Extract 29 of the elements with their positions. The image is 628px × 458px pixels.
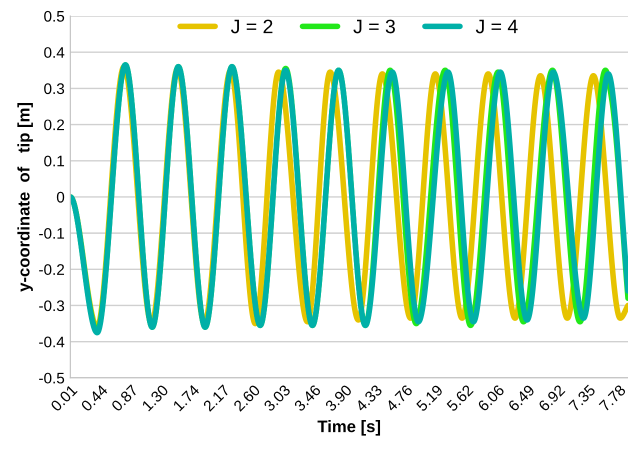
x-tick-label: 4.33 bbox=[354, 384, 383, 412]
x-tick-label: 3.03 bbox=[263, 384, 291, 412]
x-tick-label: 0.01 bbox=[50, 384, 78, 412]
y-tick-label: -0.5 bbox=[39, 372, 64, 384]
x-tick-label: 6.06 bbox=[477, 384, 505, 412]
y-tick-label: 0 bbox=[56, 192, 64, 203]
x-tick-label: 7.78 bbox=[598, 384, 626, 412]
y-tick-label: -0.1 bbox=[39, 228, 64, 239]
x-tick-label: 3.90 bbox=[324, 384, 352, 412]
legend-label: J = 4 bbox=[476, 20, 518, 34]
y-tick-label: 0.4 bbox=[44, 47, 64, 58]
y-tick-label: 0.3 bbox=[44, 83, 64, 94]
x-tick-label: 6.92 bbox=[538, 384, 566, 412]
legend-label: J = 2 bbox=[230, 20, 272, 34]
y-tick-label: 0.5 bbox=[44, 10, 64, 22]
y-tick-label: -0.4 bbox=[39, 336, 64, 348]
x-tick-label: 6.49 bbox=[508, 384, 536, 412]
x-tick-label: 0.44 bbox=[80, 384, 108, 412]
legend-label: J = 3 bbox=[353, 20, 395, 34]
x-tick-label: 3.46 bbox=[294, 384, 322, 412]
y-axis-title: y-coordinate of tip [m] bbox=[17, 102, 33, 292]
y-tick-label: 0.2 bbox=[44, 119, 64, 130]
x-tick-label: 4.76 bbox=[385, 384, 414, 412]
y-tick-label: 0.1 bbox=[44, 156, 64, 166]
y-tick-label: -0.3 bbox=[39, 300, 64, 312]
x-tick-label: 5.19 bbox=[416, 384, 444, 412]
x-tick-label: 5.62 bbox=[446, 384, 474, 412]
x-axis-title: Time [s] bbox=[318, 420, 380, 436]
y-tick-label: -0.2 bbox=[39, 264, 64, 275]
